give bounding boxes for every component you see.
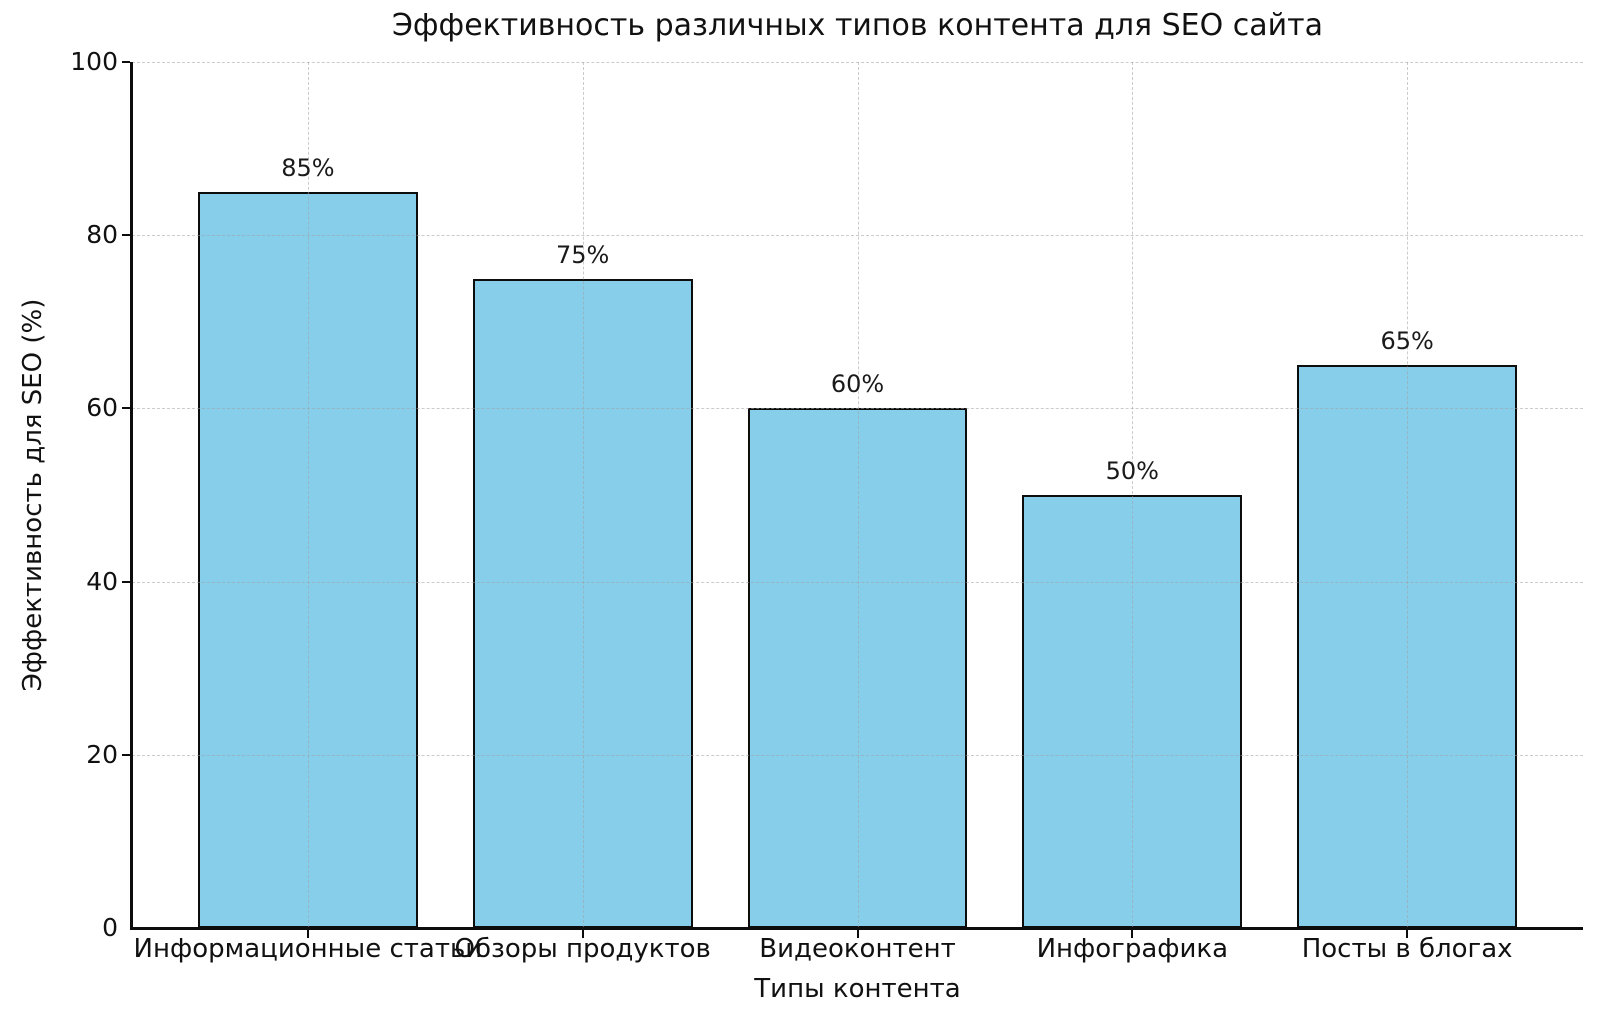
spine-layer [122,61,1583,938]
bar-value-label: 60% [830,370,885,399]
y-axis-spine [130,62,133,930]
y-tick-label: 40 [86,566,118,596]
y-tick-label: 20 [86,739,118,769]
y-axis-label: Эффективность для SEO (%) [18,298,48,692]
x-tick-label: Видеоконтент [759,934,956,964]
y-tick-label: 100 [70,47,118,76]
y-tick-mark [122,407,130,410]
bar-value-label: 75% [556,240,610,269]
bar-2 [472,278,693,928]
plot-area: 85% 75% 60% 50% 65% [122,61,1583,938]
x-tick-mark [1406,930,1409,938]
y-tick-mark [122,580,130,583]
y-tick-label: 60 [86,393,118,423]
x-tick-label: Посты в блогах [1301,934,1513,964]
x-tick-label: Инфографика [1036,934,1229,964]
x-tick-mark [856,930,859,938]
x-axis-spine [130,927,1583,930]
bar-value-label: 85% [281,153,335,182]
y-tick-label: 80 [86,220,118,250]
x-axis-label: Типы контента [754,974,961,1004]
y-tick-label: 0 [102,913,118,942]
x-tick-mark [581,930,584,938]
x-tick-label: Информационные статьи [133,934,483,964]
value-labels-layer: 85% 75% 60% 50% 65% [132,62,1583,928]
x-tick-mark [306,930,309,938]
x-tick-label: Обзоры продуктов [454,934,711,964]
chart-title: Эффективность различных типов контента д… [391,8,1324,43]
y-tick-mark [122,61,130,63]
bar-value-label: 50% [1105,457,1159,485]
y-tick-mark [122,753,130,756]
x-tick-mark [1131,930,1134,938]
y-tick-mark [122,234,130,237]
bar-value-label: 65% [1380,327,1434,356]
